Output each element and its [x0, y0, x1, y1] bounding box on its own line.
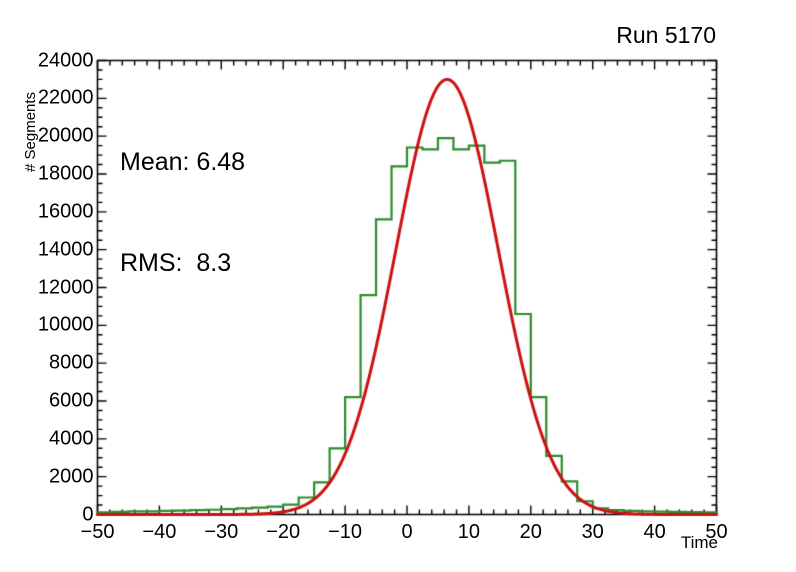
y-tick-label: 24000 [37, 49, 94, 71]
y-tick-label: 10000 [37, 313, 94, 336]
y-tick-label: 8000 [49, 351, 94, 374]
x-tick-label: −10 [328, 520, 363, 543]
y-tick-label: 22000 [37, 86, 94, 109]
stats-box: Mean: 6.48 RMS: 8.3 [120, 78, 245, 314]
y-tick-label: 20000 [37, 124, 94, 147]
x-tick-label: −20 [266, 520, 301, 543]
y-tick-label: 16000 [37, 200, 94, 223]
x-tick-label: 50 [705, 520, 728, 543]
x-axis-label: Time [680, 533, 718, 552]
x-tick-label: 10 [457, 520, 481, 543]
stat-mean: Mean: 6.48 [120, 147, 246, 176]
run-title: Run 5170 [616, 22, 716, 48]
x-tick-label: 20 [519, 520, 542, 543]
y-tick-label: 6000 [49, 389, 94, 412]
stat-rms: RMS: 8.3 [120, 248, 232, 277]
y-tick-label: 18000 [37, 162, 94, 185]
x-tick-label: 0 [401, 520, 413, 543]
x-tick-label: −50 [80, 520, 115, 543]
y-tick-label: 14000 [37, 238, 94, 261]
x-tick-label: 40 [643, 520, 666, 543]
y-axis-label: # Segments [22, 91, 39, 172]
y-tick-label: 12000 [37, 276, 94, 298]
y-tick-label: 2000 [49, 465, 94, 488]
y-tick-label: 0 [82, 503, 94, 525]
y-tick-label: 4000 [49, 427, 94, 450]
x-tick-label: 30 [581, 520, 604, 543]
x-tick-label: −40 [142, 520, 177, 543]
x-tick-label: −30 [204, 520, 239, 543]
